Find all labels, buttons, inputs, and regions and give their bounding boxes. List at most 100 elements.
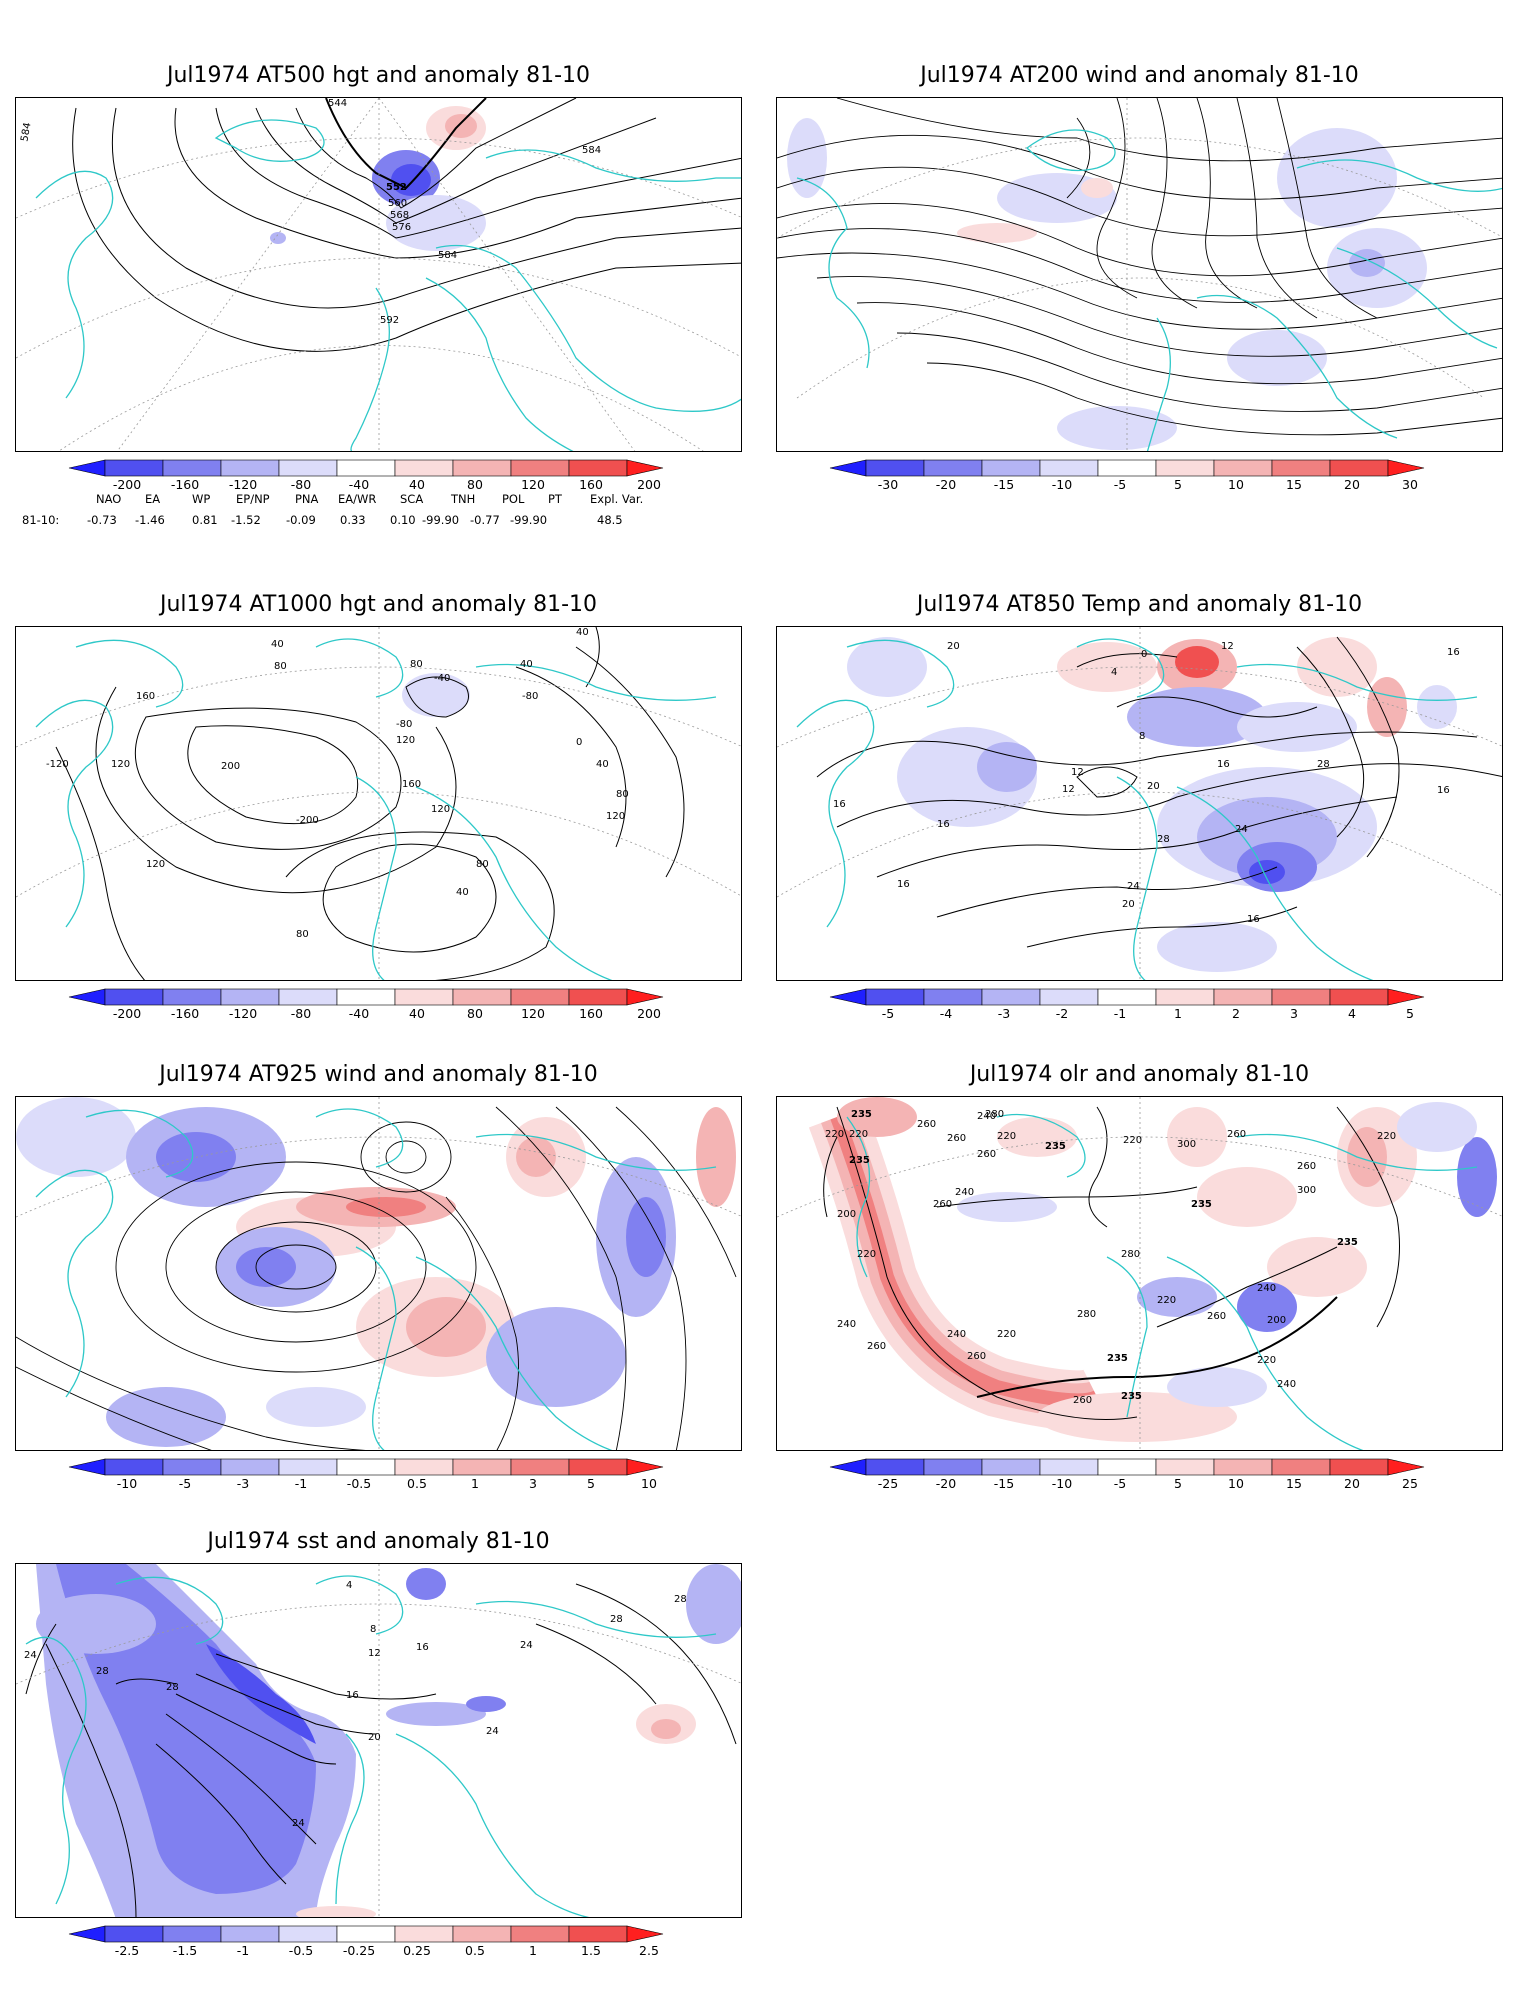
colorbar-tick: -2.5 bbox=[114, 1943, 140, 1958]
colorbar-tick: -10 bbox=[1051, 477, 1073, 492]
colorbar-tick: -40 bbox=[348, 477, 370, 492]
contour-label: 28 bbox=[96, 1666, 109, 1677]
contour-label: 220 bbox=[1377, 1131, 1396, 1142]
contour-label: 235 bbox=[851, 1109, 872, 1120]
colorbar-swatch bbox=[220, 1458, 280, 1476]
contour-label: 28 bbox=[166, 1682, 179, 1693]
header-cell: EP/NP bbox=[236, 492, 270, 506]
colorbar-swatch bbox=[1271, 459, 1331, 477]
contour-label: 28 bbox=[674, 1594, 687, 1605]
colorbar-tick: 5 bbox=[1174, 1476, 1182, 1491]
contour-label: 220 bbox=[997, 1131, 1016, 1142]
colorbar-tick: 40 bbox=[409, 1006, 425, 1021]
colorbar-swatch bbox=[104, 1925, 164, 1943]
colorbar-arrow-left bbox=[68, 459, 106, 477]
header-cell: TNH bbox=[451, 492, 476, 506]
colorbar-tick: -1 bbox=[1113, 1006, 1127, 1021]
colorbar-tick: 10 bbox=[641, 1476, 657, 1491]
colorbar bbox=[818, 459, 1468, 477]
value-cell: -0.09 bbox=[286, 513, 316, 527]
panel-olr: Jul1974 olr and anomaly 81-10 bbox=[776, 1062, 1503, 1491]
colorbar-tick: -3 bbox=[997, 1006, 1011, 1021]
contour-label: 235 bbox=[1337, 1237, 1358, 1248]
streamlines bbox=[16, 1106, 737, 1450]
contour-label: 28 bbox=[1157, 834, 1170, 845]
contour-label: 40 bbox=[576, 627, 589, 638]
header-cell: SCA bbox=[400, 492, 424, 506]
colorbar-swatch bbox=[104, 1458, 164, 1476]
colorbar-swatch bbox=[1155, 1458, 1215, 1476]
panel-at850-temp: Jul1974 AT850 Temp and anomaly 81-10 bbox=[776, 592, 1503, 1021]
graticule bbox=[777, 98, 1502, 451]
colorbar-tick: -0.25 bbox=[342, 1943, 376, 1958]
colorbar-tick: 2.5 bbox=[639, 1943, 659, 1958]
colorbar-swatch bbox=[923, 459, 983, 477]
colorbar-tick: -5 bbox=[881, 1006, 895, 1021]
contour-label: 235 bbox=[1191, 1199, 1212, 1210]
colorbar-swatch bbox=[923, 988, 983, 1006]
contour-label: 584 bbox=[19, 122, 33, 143]
contour-label: 28 bbox=[1317, 759, 1330, 770]
contour-label: 552 bbox=[386, 182, 407, 193]
contour-label: 240 bbox=[977, 1111, 996, 1122]
colorbar-arrow-right bbox=[1387, 1458, 1425, 1476]
colorbar-tick: 1 bbox=[471, 1476, 479, 1491]
colorbar-tick: -2 bbox=[1055, 1006, 1069, 1021]
contour-label: 16 bbox=[346, 1690, 359, 1701]
contour-label: 260 bbox=[933, 1199, 952, 1210]
coastlines bbox=[35, 1108, 717, 1450]
colorbar-swatch bbox=[162, 459, 222, 477]
contour-label: 160 bbox=[136, 691, 155, 702]
colorbar-swatch bbox=[162, 1458, 222, 1476]
colorbar-swatch bbox=[1097, 1458, 1157, 1476]
contour-label: 280 bbox=[1077, 1309, 1096, 1320]
panel-title: Jul1974 AT200 wind and anomaly 81-10 bbox=[920, 63, 1359, 88]
anomaly-shading bbox=[270, 106, 486, 251]
contour-label: 40 bbox=[271, 639, 284, 650]
map-frame: 28 24 28 12 16 20 24 24 28 28 4 8 16 24 bbox=[15, 1563, 742, 1918]
colorbar-swatch bbox=[336, 1925, 396, 1943]
colorbar bbox=[818, 1458, 1468, 1476]
contour-label: 260 bbox=[867, 1341, 886, 1352]
colorbar-tick: 120 bbox=[521, 1006, 545, 1021]
colorbar-tick: 160 bbox=[579, 477, 603, 492]
contour-label: -80 bbox=[522, 691, 538, 702]
value-cell: -99.90 bbox=[422, 513, 460, 527]
contour-label: 120 bbox=[396, 735, 415, 746]
colorbar-tick: -160 bbox=[170, 1006, 200, 1021]
contour-label: 235 bbox=[849, 1155, 870, 1166]
contour-label: 220 bbox=[1123, 1135, 1142, 1146]
colorbar-tick: -10 bbox=[1051, 1476, 1073, 1491]
contour-label: 120 bbox=[146, 859, 165, 870]
colorbar-tick: 4 bbox=[1348, 1006, 1356, 1021]
colorbar-swatch bbox=[220, 988, 280, 1006]
colorbar-tick: 80 bbox=[467, 477, 483, 492]
colorbar-tick: -15 bbox=[993, 477, 1015, 492]
colorbar-swatch bbox=[394, 459, 454, 477]
coastlines bbox=[35, 638, 717, 980]
colorbar-tick: 120 bbox=[521, 477, 545, 492]
panel-title: Jul1974 AT850 Temp and anomaly 81-10 bbox=[916, 592, 1363, 617]
colorbar-tick: -5 bbox=[1113, 477, 1127, 492]
colorbar-tick: -1 bbox=[236, 1943, 250, 1958]
colorbar-swatch bbox=[1329, 459, 1389, 477]
contour-label: 24 bbox=[486, 1726, 499, 1737]
contour-label: 20 bbox=[947, 641, 960, 652]
anomaly-shading bbox=[787, 118, 1427, 450]
colorbar-arrow-right bbox=[626, 1458, 664, 1476]
panel-at1000: Jul1974 AT1000 hgt and anomaly 81-10 bbox=[15, 592, 742, 1021]
colorbar bbox=[57, 988, 707, 1006]
header-cell: NAO bbox=[96, 492, 122, 506]
colorbar-swatch bbox=[1097, 988, 1157, 1006]
contour-label: 24 bbox=[24, 1650, 37, 1661]
contour-label: 220 bbox=[849, 1129, 868, 1140]
contour-label: 16 bbox=[897, 879, 910, 890]
contour-label: -200 bbox=[296, 815, 319, 826]
colorbar-swatch bbox=[452, 1925, 512, 1943]
colorbar-swatch bbox=[865, 988, 925, 1006]
colorbar-tick: -5 bbox=[178, 1476, 192, 1491]
contour-label: 80 bbox=[616, 789, 629, 800]
contour-label: 20 bbox=[368, 1732, 381, 1743]
contour-label: 280 bbox=[1121, 1249, 1140, 1260]
colorbar-swatch bbox=[452, 988, 512, 1006]
